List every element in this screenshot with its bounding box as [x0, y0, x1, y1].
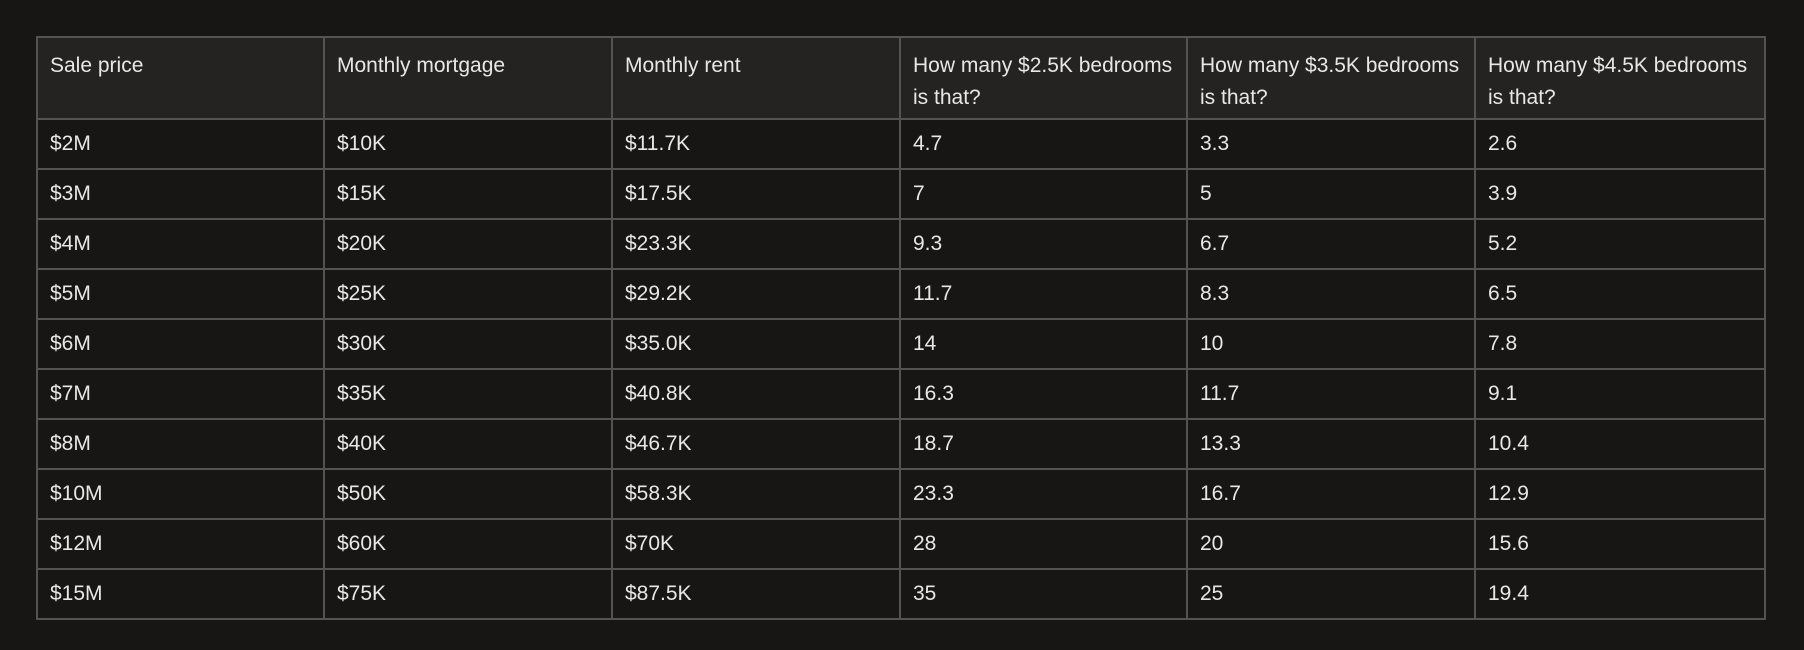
cell-bedrooms-4-5k: 19.4	[1474, 568, 1766, 620]
cell-monthly-rent: $29.2K	[611, 268, 901, 320]
cell-sale-price: $12M	[36, 518, 325, 570]
cell-bedrooms-3-5k: 10	[1186, 318, 1476, 370]
cell-sale-price: $3M	[36, 168, 325, 220]
table-row: $15M $75K $87.5K 35 25 19.4	[36, 568, 1766, 620]
cell-bedrooms-2-5k: 23.3	[899, 468, 1188, 520]
cell-bedrooms-3-5k: 5	[1186, 168, 1476, 220]
table-body: $2M $10K $11.7K 4.7 3.3 2.6 $3M $15K $17…	[36, 118, 1766, 620]
table-row: $6M $30K $35.0K 14 10 7.8	[36, 318, 1766, 370]
table-row: $5M $25K $29.2K 11.7 8.3 6.5	[36, 268, 1766, 320]
header-bedrooms-3-5k: How many $3.5K bedrooms is that?	[1186, 36, 1476, 120]
cell-monthly-rent: $70K	[611, 518, 901, 570]
cell-bedrooms-2-5k: 18.7	[899, 418, 1188, 470]
cell-monthly-mortgage: $10K	[323, 118, 613, 170]
header-monthly-mortgage: Monthly mortgage	[323, 36, 613, 120]
cell-bedrooms-2-5k: 7	[899, 168, 1188, 220]
cell-bedrooms-2-5k: 28	[899, 518, 1188, 570]
header-monthly-rent: Monthly rent	[611, 36, 901, 120]
cell-bedrooms-4-5k: 5.2	[1474, 218, 1766, 270]
cell-sale-price: $8M	[36, 418, 325, 470]
cell-sale-price: $2M	[36, 118, 325, 170]
cell-bedrooms-3-5k: 13.3	[1186, 418, 1476, 470]
cell-bedrooms-4-5k: 7.8	[1474, 318, 1766, 370]
cell-monthly-mortgage: $25K	[323, 268, 613, 320]
cell-monthly-rent: $17.5K	[611, 168, 901, 220]
table-header: Sale price Monthly mortgage Monthly rent…	[36, 36, 1766, 120]
cell-bedrooms-3-5k: 11.7	[1186, 368, 1476, 420]
cell-sale-price: $6M	[36, 318, 325, 370]
cell-monthly-mortgage: $30K	[323, 318, 613, 370]
cell-monthly-rent: $23.3K	[611, 218, 901, 270]
header-row: Sale price Monthly mortgage Monthly rent…	[36, 36, 1766, 120]
cell-bedrooms-4-5k: 10.4	[1474, 418, 1766, 470]
cell-bedrooms-4-5k: 9.1	[1474, 368, 1766, 420]
header-sale-price: Sale price	[36, 36, 325, 120]
cell-monthly-rent: $35.0K	[611, 318, 901, 370]
cell-bedrooms-2-5k: 35	[899, 568, 1188, 620]
cell-monthly-mortgage: $60K	[323, 518, 613, 570]
cell-monthly-mortgage: $20K	[323, 218, 613, 270]
table-row: $4M $20K $23.3K 9.3 6.7 5.2	[36, 218, 1766, 270]
cell-monthly-mortgage: $75K	[323, 568, 613, 620]
table-row: $2M $10K $11.7K 4.7 3.3 2.6	[36, 118, 1766, 170]
cell-bedrooms-4-5k: 12.9	[1474, 468, 1766, 520]
cell-bedrooms-4-5k: 3.9	[1474, 168, 1766, 220]
cell-monthly-mortgage: $40K	[323, 418, 613, 470]
cell-bedrooms-3-5k: 25	[1186, 568, 1476, 620]
cell-sale-price: $7M	[36, 368, 325, 420]
cell-bedrooms-2-5k: 16.3	[899, 368, 1188, 420]
header-bedrooms-4-5k: How many $4.5K bedrooms is that?	[1474, 36, 1766, 120]
cell-monthly-rent: $58.3K	[611, 468, 901, 520]
cell-bedrooms-3-5k: 6.7	[1186, 218, 1476, 270]
cell-bedrooms-3-5k: 20	[1186, 518, 1476, 570]
cell-monthly-rent: $46.7K	[611, 418, 901, 470]
cell-sale-price: $4M	[36, 218, 325, 270]
table-row: $3M $15K $17.5K 7 5 3.9	[36, 168, 1766, 220]
cell-bedrooms-2-5k: 14	[899, 318, 1188, 370]
cell-bedrooms-2-5k: 11.7	[899, 268, 1188, 320]
cell-bedrooms-3-5k: 8.3	[1186, 268, 1476, 320]
cell-monthly-mortgage: $50K	[323, 468, 613, 520]
cell-bedrooms-3-5k: 3.3	[1186, 118, 1476, 170]
cell-bedrooms-3-5k: 16.7	[1186, 468, 1476, 520]
header-bedrooms-2-5k: How many $2.5K bedrooms is that?	[899, 36, 1188, 120]
table-row: $7M $35K $40.8K 16.3 11.7 9.1	[36, 368, 1766, 420]
table-row: $10M $50K $58.3K 23.3 16.7 12.9	[36, 468, 1766, 520]
cell-bedrooms-4-5k: 2.6	[1474, 118, 1766, 170]
cell-sale-price: $5M	[36, 268, 325, 320]
cell-monthly-rent: $40.8K	[611, 368, 901, 420]
cell-bedrooms-4-5k: 15.6	[1474, 518, 1766, 570]
mortgage-rent-table: Sale price Monthly mortgage Monthly rent…	[36, 36, 1766, 620]
cell-sale-price: $15M	[36, 568, 325, 620]
cell-bedrooms-2-5k: 4.7	[899, 118, 1188, 170]
cell-monthly-mortgage: $35K	[323, 368, 613, 420]
cell-monthly-rent: $11.7K	[611, 118, 901, 170]
cell-monthly-mortgage: $15K	[323, 168, 613, 220]
cell-bedrooms-2-5k: 9.3	[899, 218, 1188, 270]
table-row: $12M $60K $70K 28 20 15.6	[36, 518, 1766, 570]
cell-sale-price: $10M	[36, 468, 325, 520]
cell-bedrooms-4-5k: 6.5	[1474, 268, 1766, 320]
table-row: $8M $40K $46.7K 18.7 13.3 10.4	[36, 418, 1766, 470]
cell-monthly-rent: $87.5K	[611, 568, 901, 620]
